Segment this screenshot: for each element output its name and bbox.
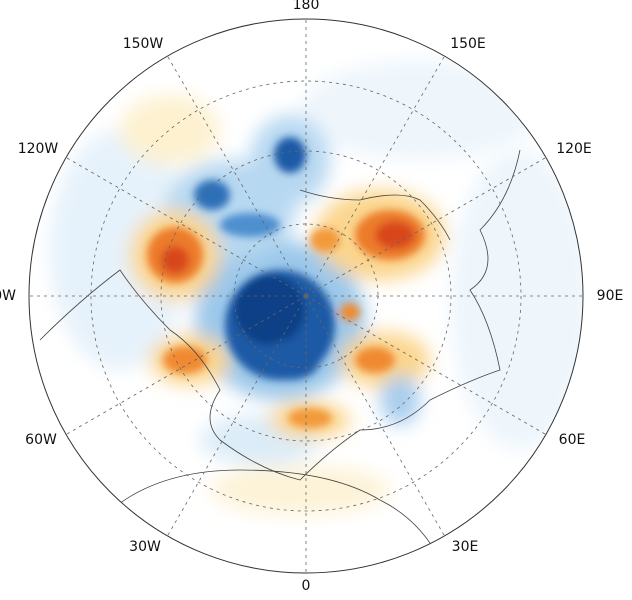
latitude-circle [90, 80, 522, 512]
map-boundary [28, 18, 584, 574]
anomaly-field [39, 60, 583, 561]
lon-label: 180 [293, 0, 320, 13]
lon-label: 60E [559, 432, 586, 448]
graticule [29, 19, 583, 573]
lon-label: 60W [25, 432, 57, 448]
coastline [299, 189, 451, 241]
latitude-circle [160, 150, 452, 442]
lon-label: 0 [302, 578, 311, 594]
lon-label: 150E [450, 36, 486, 52]
lon-label: 150W [123, 36, 164, 52]
lon-label: 120W [18, 141, 59, 157]
lon-label: 90E [597, 288, 624, 304]
coastline [39, 149, 521, 481]
lon-label: 30E [452, 539, 479, 555]
lon-label: 120E [556, 141, 592, 157]
lon-label: 90W [0, 288, 16, 304]
lon-label: 30W [129, 539, 161, 555]
coastline [99, 469, 441, 561]
